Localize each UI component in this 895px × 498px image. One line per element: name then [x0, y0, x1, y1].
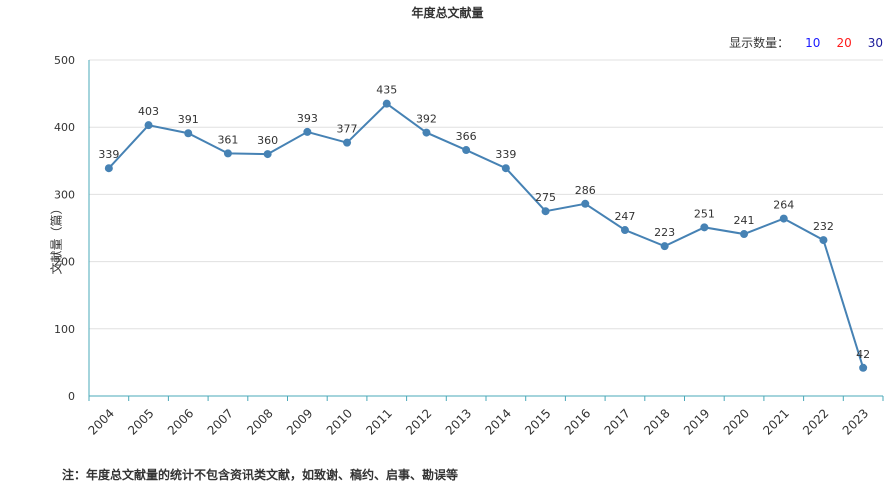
x-tick-label: 2010	[324, 406, 355, 437]
x-tick-label: 2009	[284, 406, 315, 437]
data-label: 275	[535, 191, 556, 204]
data-point	[303, 127, 312, 136]
x-tick-label: 2014	[482, 406, 513, 437]
data-point	[144, 121, 153, 130]
x-tick-label: 2006	[165, 406, 196, 437]
data-label: 377	[337, 123, 358, 136]
data-point	[660, 242, 669, 251]
display-count-selector: 显示数量： 10 20 30	[729, 34, 883, 51]
data-label: 247	[614, 210, 635, 223]
data-label: 391	[178, 113, 199, 126]
y-tick-label: 300	[54, 188, 75, 201]
x-tick-label: 2023	[840, 406, 871, 437]
data-label: 264	[773, 199, 794, 212]
data-label: 232	[813, 220, 834, 233]
data-point	[620, 226, 629, 235]
data-point	[541, 207, 550, 216]
x-tick-label: 2012	[403, 406, 434, 437]
y-tick-label: 500	[54, 54, 75, 67]
data-label: 251	[694, 207, 715, 220]
data-label: 223	[654, 226, 675, 239]
chart-title: 年度总文献量	[411, 6, 484, 20]
data-label: 392	[416, 113, 437, 126]
data-label: 435	[376, 84, 397, 97]
display-count-10[interactable]: 10	[805, 35, 821, 50]
data-label: 42	[856, 348, 870, 361]
x-tick-label: 2017	[602, 406, 633, 437]
x-tick-label: 2021	[760, 406, 791, 437]
x-tick-label: 2020	[721, 406, 752, 437]
data-label: 366	[456, 130, 477, 143]
data-label: 241	[734, 214, 755, 227]
x-tick-label: 2013	[443, 406, 474, 437]
data-point	[501, 164, 510, 173]
footnote: 注：年度总文献量的统计不包含资讯类文献，如致谢、稿约、启事、勘误等	[62, 468, 459, 482]
data-point	[382, 99, 391, 108]
data-label: 339	[495, 148, 516, 161]
data-point	[859, 363, 868, 372]
data-point	[263, 150, 272, 159]
x-tick-label: 2018	[641, 406, 672, 437]
x-tick-label: 2004	[85, 406, 116, 437]
data-point	[184, 129, 193, 138]
data-label: 393	[297, 112, 318, 125]
data-point	[343, 138, 352, 147]
series-line	[108, 102, 865, 369]
data-point	[104, 164, 113, 173]
data-label: 403	[138, 105, 159, 118]
y-tick-label: 400	[54, 121, 75, 134]
display-count-20[interactable]: 20	[836, 35, 852, 50]
data-point	[819, 236, 828, 245]
data-point	[223, 149, 232, 158]
data-point	[462, 146, 471, 155]
x-tick-label: 2016	[562, 406, 593, 437]
data-label: 360	[257, 134, 278, 147]
data-point	[581, 199, 590, 208]
x-tick-label: 2011	[363, 406, 394, 437]
x-tick-label: 2022	[800, 406, 831, 437]
data-point	[779, 214, 788, 223]
data-label: 361	[217, 133, 238, 146]
y-tick-label: 100	[54, 323, 75, 336]
data-point	[422, 128, 431, 137]
x-tick-label: 2005	[125, 406, 156, 437]
data-label: 339	[98, 148, 119, 161]
data-point	[740, 230, 749, 239]
x-tick-label: 2008	[244, 406, 275, 437]
y-tick-label: 200	[54, 256, 75, 269]
x-tick-label: 2019	[681, 406, 712, 437]
data-point	[700, 223, 709, 232]
data-label: 286	[575, 184, 596, 197]
display-count-label: 显示数量：	[729, 36, 790, 50]
x-tick-label: 2007	[205, 406, 236, 437]
display-count-30[interactable]: 30	[867, 35, 883, 50]
x-tick-label: 2015	[522, 406, 553, 437]
y-tick-label: 0	[68, 390, 75, 403]
